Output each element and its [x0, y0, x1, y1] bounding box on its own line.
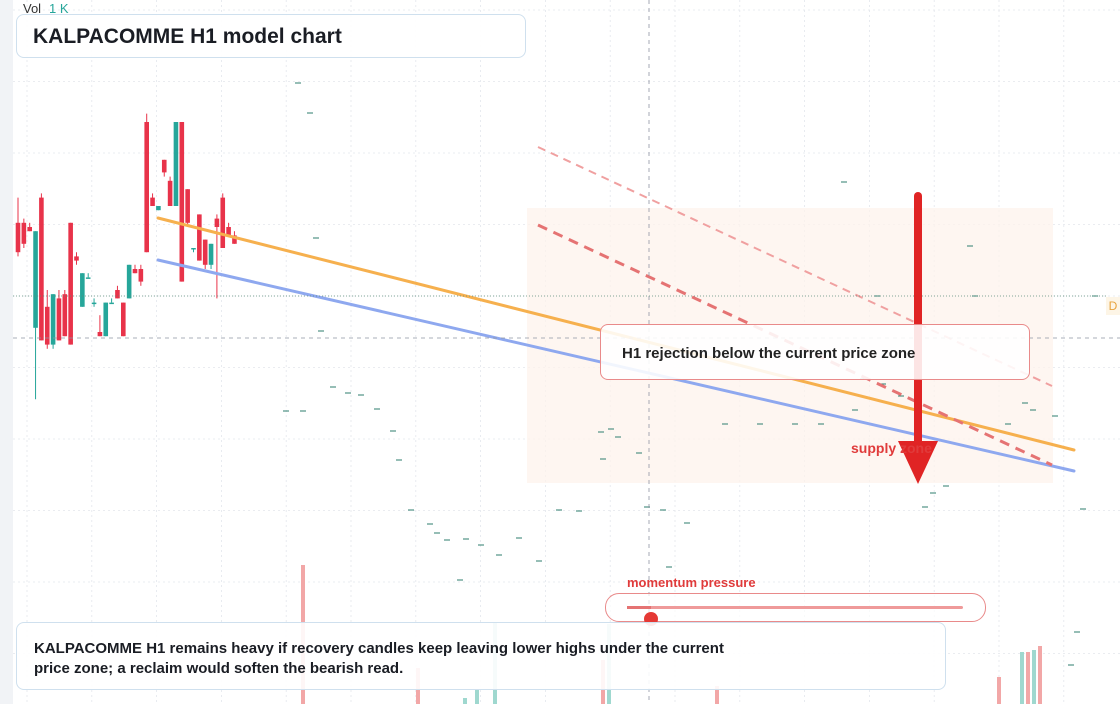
volume-bar: [997, 677, 1001, 704]
projection-dash-lower: [537, 223, 1053, 467]
momentum-slider[interactable]: [605, 593, 986, 626]
candle-body: [109, 302, 114, 305]
candle-body: [62, 294, 68, 337]
candle-body: [91, 302, 97, 305]
candle-body: [202, 239, 208, 265]
candle-body: [232, 235, 237, 244]
price-axis-tag: D: [1106, 297, 1120, 315]
momentum-slider-fill: [627, 606, 651, 609]
left-scale-strip: [0, 0, 13, 704]
candle-body: [214, 218, 220, 227]
candle-body: [185, 189, 190, 223]
candle-body: [126, 264, 132, 299]
candle-body: [179, 122, 185, 282]
momentum-label: momentum pressure: [627, 575, 756, 590]
candle-body: [138, 269, 144, 282]
candle-body: [115, 290, 120, 299]
candle-body: [150, 197, 155, 206]
candles-layer: [15, 82, 1098, 666]
rejection-callout: H1 rejection below the current price zon…: [600, 324, 1030, 380]
candle-body: [144, 122, 149, 253]
title-card: KALPACOMME H1 model chart: [16, 14, 526, 58]
candle-body: [85, 277, 91, 279]
volume-bar: [1038, 646, 1042, 704]
analysis-note-card: KALPACOMME H1 remains heavy if recovery …: [16, 622, 946, 690]
candle-body: [33, 231, 38, 328]
candle-body: [80, 273, 85, 307]
candle-body: [173, 122, 179, 206]
supply-zone-label: supply zone: [851, 440, 932, 456]
volume-bar: [463, 698, 467, 704]
projection-dashes: [537, 146, 1053, 467]
candle-body: [132, 269, 138, 274]
volume-bar: [475, 690, 479, 704]
analysis-note-text: KALPACOMME H1 remains heavy if recovery …: [34, 640, 724, 677]
candle-body: [39, 197, 44, 341]
rejection-callout-text: H1 rejection below the current price zon…: [622, 345, 916, 362]
candle-body: [161, 159, 167, 173]
candle-body: [197, 214, 202, 261]
candle-body: [15, 222, 21, 253]
candle-body: [121, 302, 126, 337]
volume-bar: [1032, 650, 1036, 704]
candle-body: [44, 306, 50, 345]
candle-body: [208, 243, 214, 265]
candle-body: [68, 222, 73, 345]
volume-label: Vol: [23, 1, 42, 16]
candle-body: [103, 302, 109, 337]
volume-bar: [715, 686, 719, 704]
down-arrow-head: [898, 441, 938, 484]
volume-bar: [1026, 652, 1030, 704]
candle-body: [21, 222, 27, 244]
projection-dash-upper: [537, 146, 1053, 387]
candle-body: [74, 256, 79, 261]
candle-body: [56, 298, 62, 341]
page-title: KALPACOMME H1 model chart: [33, 25, 342, 48]
candle-body: [167, 180, 173, 206]
volume-value: 1 K: [49, 1, 69, 16]
candle-body: [226, 227, 231, 236]
candle-body: [27, 227, 32, 232]
momentum-slider-track[interactable]: [627, 606, 963, 626]
candle-body: [220, 197, 226, 248]
candle-body: [97, 332, 103, 337]
candle-body: [156, 206, 161, 211]
candle-body: [191, 248, 196, 250]
down-arrow: [898, 192, 938, 484]
volume-bar: [1020, 652, 1024, 704]
candle-body: [50, 294, 56, 345]
